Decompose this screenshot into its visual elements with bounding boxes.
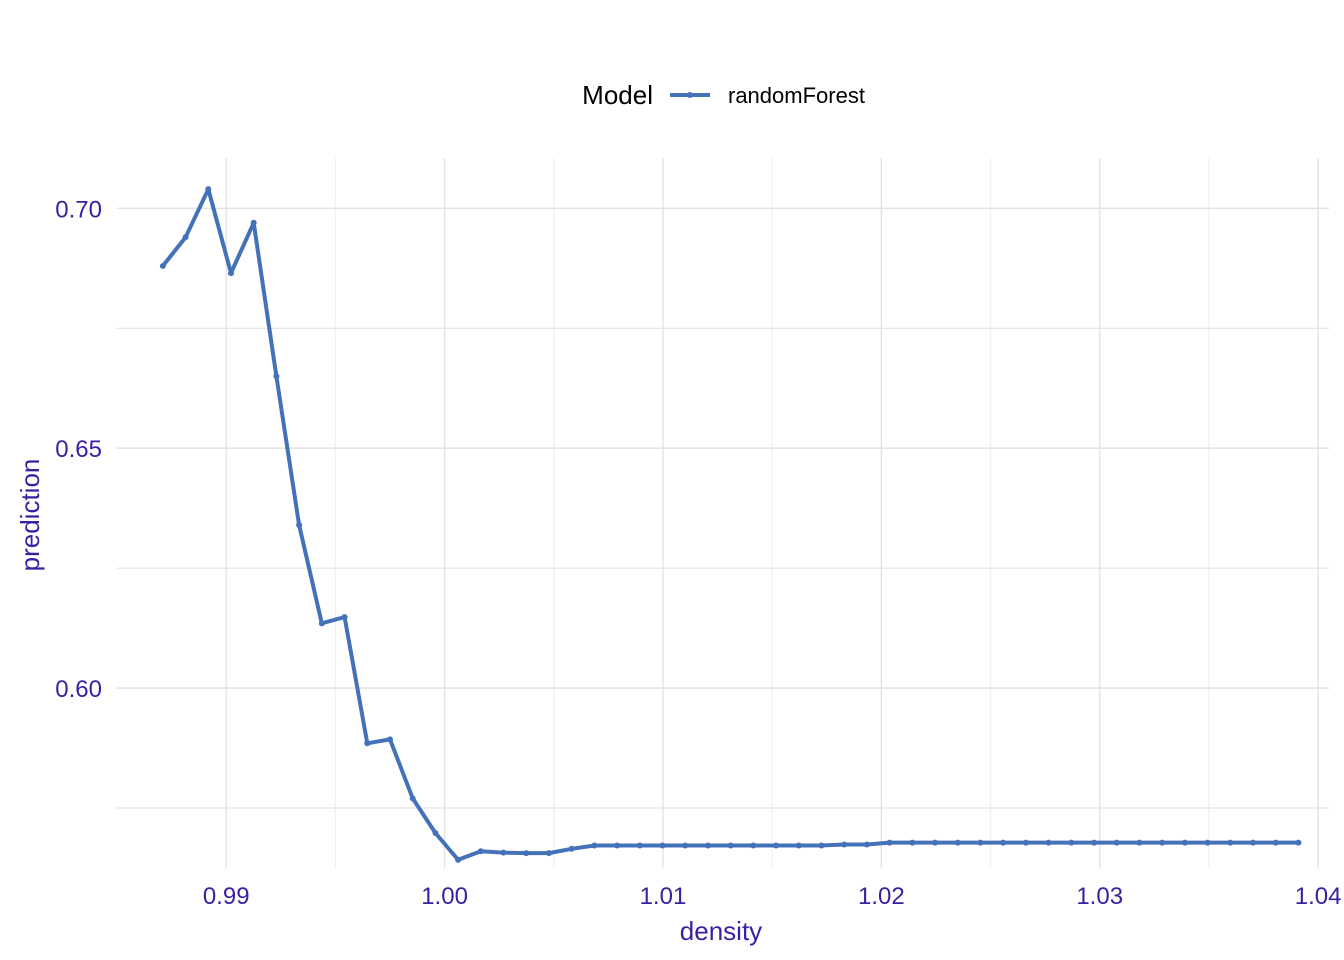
y-tick-label: 0.65 — [55, 436, 102, 463]
data-point — [1227, 839, 1234, 846]
data-point — [1204, 839, 1211, 846]
data-point — [273, 373, 280, 380]
data-point — [727, 842, 734, 849]
data-point — [977, 839, 984, 846]
data-point — [523, 850, 530, 857]
data-point — [455, 856, 462, 863]
x-tick-label: 1.00 — [421, 883, 468, 910]
data-point — [1159, 839, 1166, 846]
data-point — [205, 186, 212, 193]
x-axis-title: density — [680, 916, 762, 946]
y-tick-label: 0.60 — [55, 676, 102, 703]
data-point — [250, 219, 257, 226]
data-point — [682, 842, 689, 849]
data-point — [477, 848, 484, 855]
legend: Model randomForest — [582, 80, 865, 110]
data-point — [818, 842, 825, 849]
data-point — [659, 842, 666, 849]
data-point — [500, 849, 507, 856]
data-point — [1136, 839, 1143, 846]
data-point — [386, 736, 393, 743]
legend-label-randomforest: randomForest — [728, 83, 865, 108]
data-point — [704, 842, 711, 849]
data-point — [545, 850, 552, 857]
series-line-randomforest — [160, 187, 1301, 862]
data-point — [1091, 839, 1098, 846]
data-point — [1068, 839, 1075, 846]
legend-key-point — [687, 92, 693, 98]
legend-title: Model — [582, 80, 653, 110]
grid — [117, 158, 1329, 868]
data-point — [341, 614, 348, 621]
data-point — [1113, 839, 1120, 846]
x-tick-label: 1.01 — [640, 883, 687, 910]
data-point — [795, 842, 802, 849]
data-point — [182, 234, 189, 241]
data-point — [1272, 839, 1279, 846]
x-tick-label: 1.04 — [1295, 883, 1342, 910]
data-point — [159, 262, 166, 269]
data-point — [909, 839, 916, 846]
tick-labels: 0.99 1.00 1.01 1.02 1.03 1.04 0.60 0.65 0.70 — [55, 196, 1341, 910]
data-point — [296, 521, 303, 528]
data-point — [227, 270, 234, 277]
data-point — [841, 841, 848, 848]
data-point — [750, 842, 757, 849]
data-point — [1250, 839, 1257, 846]
data-point — [614, 842, 621, 849]
data-point — [863, 841, 870, 848]
data-point — [1022, 839, 1029, 846]
data-point — [1000, 839, 1007, 846]
x-tick-label: 1.03 — [1076, 883, 1123, 910]
data-point — [886, 839, 893, 846]
x-tick-label: 0.99 — [203, 883, 250, 910]
series-layer — [159, 186, 1302, 863]
data-point — [409, 795, 416, 802]
y-axis-title: prediction — [15, 459, 45, 572]
data-point — [1181, 839, 1188, 846]
data-point — [773, 842, 780, 849]
data-point — [432, 829, 439, 836]
data-point — [1045, 839, 1052, 846]
y-tick-label: 0.70 — [55, 196, 102, 223]
data-point — [364, 740, 371, 747]
data-point — [932, 839, 939, 846]
x-tick-label: 1.02 — [858, 883, 905, 910]
data-point — [1295, 839, 1302, 846]
data-point — [568, 845, 575, 852]
data-point — [636, 842, 643, 849]
data-point — [954, 839, 961, 846]
data-point — [318, 620, 325, 627]
data-point — [591, 842, 598, 849]
